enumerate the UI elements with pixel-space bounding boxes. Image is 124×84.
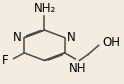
Text: F: F [2, 54, 8, 67]
Text: OH: OH [102, 36, 120, 49]
Text: N: N [13, 31, 21, 44]
Text: NH₂: NH₂ [34, 2, 56, 15]
Text: N: N [67, 31, 76, 44]
Text: NH: NH [69, 62, 86, 75]
